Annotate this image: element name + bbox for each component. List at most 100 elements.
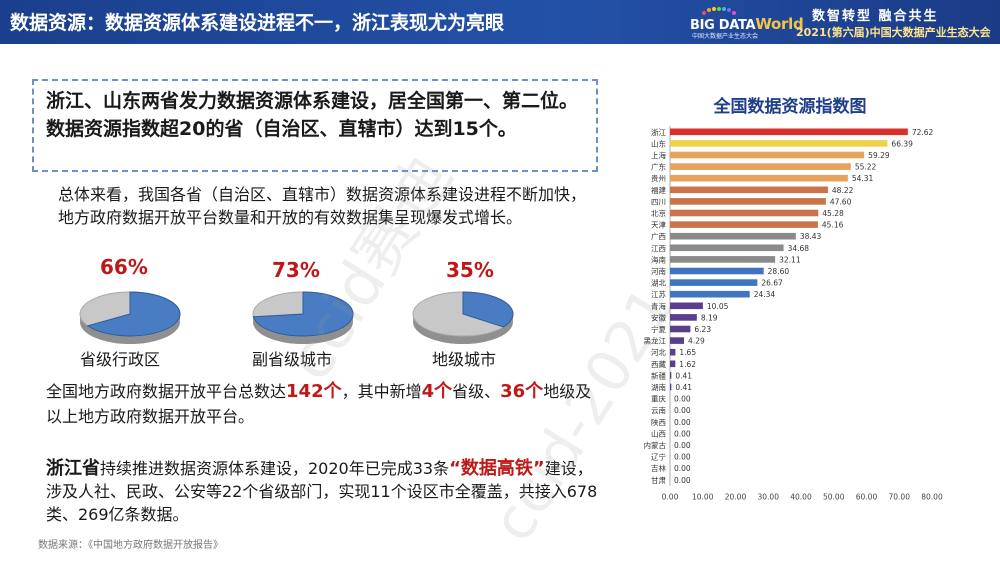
value-label: 54.31 (852, 174, 874, 183)
category-label: 江西 (651, 244, 666, 253)
value-label: 8.19 (701, 313, 718, 322)
x-tick-label: 10.00 (692, 493, 714, 502)
slogan: 数智转型 融合共生 (812, 9, 939, 24)
bar-chart: 浙江 72.62 山东 66.39 上海 59.29 广东 55.22 贵州 54.31 福建 48.… (644, 126, 943, 502)
value-label: 45.16 (822, 221, 844, 230)
category-label: 北京 (651, 208, 666, 218)
bar-广东 (670, 163, 851, 170)
zhejiang-paragraph: 浙江省持续推进数据资源体系建设，2020年已完成33条“数据高铁”建设，涉及人社… (46, 458, 598, 524)
value-label: 28.60 (768, 267, 790, 276)
logo-dots-icon (702, 7, 736, 15)
value-label: 32.11 (779, 255, 801, 264)
bar-西藏 (670, 360, 676, 368)
bar-宁夏 (670, 325, 691, 333)
value-label: 0.00 (674, 464, 691, 473)
category-label: 福建 (651, 185, 666, 195)
bar-海南 (670, 256, 776, 263)
value-label: 4.29 (688, 337, 705, 346)
x-tick-label: 70.00 (889, 493, 911, 502)
category-label: 甘肃 (651, 475, 666, 485)
category-label: 吉林 (651, 463, 666, 473)
bar-安徽 (670, 314, 697, 321)
bar-江苏 (670, 290, 750, 298)
logo-text: BIG DATAWorld (690, 15, 804, 33)
category-label: 重庆 (651, 394, 666, 404)
value-label: 0.00 (674, 406, 691, 415)
callout-text: 浙江、山东两省发力数据资源体系建设，居全国第一、第二位。数据资源指数超20的省（… (46, 90, 579, 140)
value-label: 59.29 (868, 151, 890, 160)
value-label: 72.62 (912, 128, 934, 137)
category-label: 陕西 (651, 417, 666, 427)
value-label: 0.00 (674, 441, 691, 450)
pie-percent-prefecture: 35% (446, 258, 494, 282)
category-label: 山东 (651, 138, 666, 148)
value-label: 0.00 (674, 429, 691, 438)
conference-name: 2021(第六届)中国大数据产业生态大会 (796, 26, 991, 39)
value-label: 0.00 (674, 395, 691, 404)
pie-percent-sub-provincial: 73% (272, 258, 320, 282)
category-label: 四川 (651, 197, 666, 206)
category-label: 上海 (651, 150, 666, 160)
bar-天津 (670, 221, 818, 228)
category-label: 西藏 (651, 359, 666, 369)
x-tick-label: 60.00 (856, 493, 878, 502)
category-label: 辽宁 (651, 452, 666, 462)
x-tick-label: 20.00 (725, 493, 747, 502)
bar-河南 (670, 267, 764, 275)
category-label: 河南 (651, 266, 666, 276)
category-label: 黑龙江 (644, 336, 667, 346)
category-label: 内蒙古 (644, 440, 667, 450)
highlight-callout: 浙江、山东两省发力数据资源体系建设，居全国第一、第二位。数据资源指数超20的省（… (32, 79, 598, 172)
pie-label-provincial: 省级行政区 (80, 350, 161, 369)
pie-0 (79, 291, 181, 344)
value-label: 10.05 (707, 302, 729, 311)
category-label: 云南 (651, 405, 666, 415)
bar-四川 (670, 198, 826, 205)
pie-label-sub-provincial: 副省级城市 (252, 350, 333, 369)
header-bar: 数据资源：数据资源体系建设进程不一，浙江表现尤为亮眼 BIG DATAWorld… (0, 0, 1000, 44)
category-label: 浙江 (651, 127, 666, 137)
value-label: 0.00 (674, 418, 691, 427)
x-tick-label: 0.00 (662, 493, 679, 502)
category-label: 河北 (651, 348, 666, 357)
value-label: 6.23 (694, 325, 711, 334)
category-label: 贵州 (651, 173, 666, 183)
value-label: 1.62 (679, 360, 696, 369)
value-label: 26.67 (761, 279, 783, 288)
bigdata-world-logo: BIG DATAWorld 中国大数据产业生态大会 (690, 6, 804, 40)
value-label: 48.22 (832, 186, 854, 195)
category-label: 宁夏 (651, 324, 666, 334)
value-label: 1.65 (679, 348, 696, 357)
pie-1 (252, 291, 354, 344)
logo-subtitle: 中国大数据产业生态大会 (692, 33, 759, 40)
bar-广西 (670, 232, 796, 240)
bar-新疆 (670, 372, 672, 379)
x-tick-label: 80.00 (921, 493, 943, 502)
bar-湖北 (670, 279, 758, 286)
bar-河北 (670, 348, 676, 356)
category-label: 湖南 (651, 382, 666, 392)
platform-paragraph: 全国地方政府数据开放平台总数达142个，其中新增4个省级、36个地级及以上地方政… (46, 381, 592, 426)
bar-浙江 (670, 128, 908, 136)
value-label: 0.00 (674, 476, 691, 485)
category-label: 山西 (651, 428, 666, 438)
bar-北京 (670, 209, 819, 217)
pie-2 (412, 291, 514, 344)
bar-青海 (670, 302, 703, 310)
bar-福建 (670, 186, 828, 194)
pie-label-prefecture: 地级城市 (432, 350, 497, 369)
x-tick-label: 50.00 (823, 493, 845, 502)
category-label: 江苏 (651, 289, 666, 299)
bar-江西 (670, 244, 784, 252)
data-source-note: 数据来源：《中国地方政府数据开放报告》 (38, 540, 223, 551)
bar-湖南 (670, 383, 672, 391)
value-label: 0.00 (674, 453, 691, 462)
category-label: 天津 (651, 221, 666, 230)
pie-value-slice (252, 291, 354, 337)
bar-上海 (670, 151, 865, 159)
pie-value-slice (86, 291, 181, 337)
category-label: 新疆 (651, 370, 666, 380)
value-label: 55.22 (855, 163, 877, 172)
value-label: 34.68 (788, 244, 810, 253)
pie-value-slice (462, 291, 514, 328)
